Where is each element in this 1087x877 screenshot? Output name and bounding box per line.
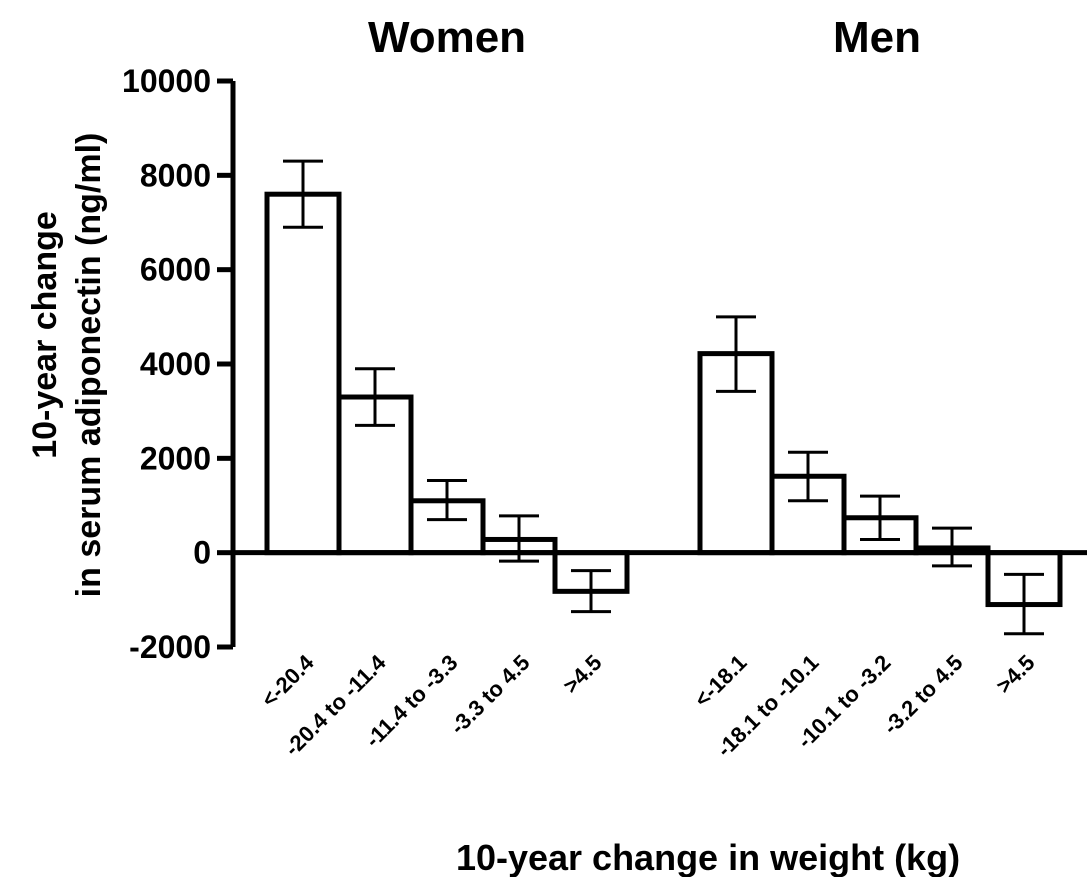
x-axis-title: 10-year change in weight (kg) (456, 837, 960, 877)
y-tick-label: 8000 (140, 157, 211, 193)
bar (264, 191, 342, 556)
y-tick-label: -2000 (129, 629, 211, 665)
plot-area: -20000200040006000800010000Women<-20.4-2… (26, 13, 1087, 877)
y-axis-title: in serum adiponectin (ng/ml) (70, 133, 108, 598)
panel-title: Women (368, 13, 526, 62)
x-tick-label: <-18.1 (689, 650, 751, 712)
x-tick-label: >4.5 (558, 650, 606, 698)
x-tick-label: -3.2 to 4.5 (878, 650, 967, 739)
y-tick-label: 6000 (140, 252, 211, 288)
x-tick-label: <-20.4 (256, 649, 319, 712)
y-tick-label: 10000 (122, 63, 211, 99)
y-axis-title: 10-year change (26, 211, 64, 459)
panel-title: Men (833, 13, 921, 62)
x-tick-label: -3.3 to 4.5 (445, 650, 534, 739)
y-tick-label: 0 (193, 535, 211, 571)
y-tick-label: 4000 (140, 346, 211, 382)
bar (408, 498, 486, 556)
y-tick-label: 2000 (140, 440, 211, 476)
x-tick-label: >4.5 (991, 650, 1039, 698)
